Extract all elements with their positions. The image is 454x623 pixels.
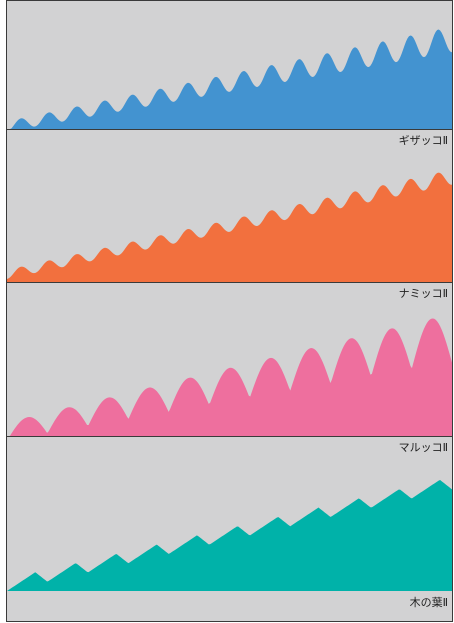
panel-divider-2 bbox=[6, 282, 453, 283]
panel-divider-1 bbox=[6, 129, 453, 130]
area-series-1 bbox=[7, 29, 452, 129]
panel-divider-3 bbox=[6, 436, 453, 437]
area-series-3 bbox=[7, 318, 452, 436]
series-label-4: 木の葉Ⅱ bbox=[409, 596, 448, 609]
area-series-2 bbox=[7, 172, 452, 282]
area-series-4 bbox=[7, 480, 452, 591]
series-label-1: ギザッコⅡ bbox=[398, 134, 448, 147]
series-label-3: マルッコⅡ bbox=[398, 441, 448, 454]
series-label-2: ナミッコⅡ bbox=[398, 287, 448, 300]
